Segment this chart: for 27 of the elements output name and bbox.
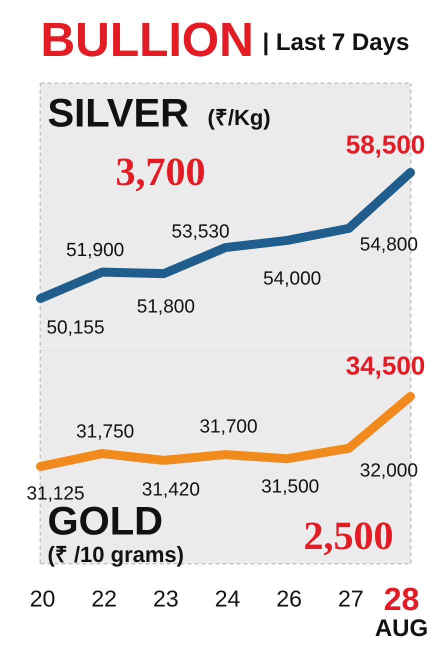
- data-label: 31,420: [142, 479, 200, 500]
- chart-title: BULLION: [40, 14, 254, 67]
- data-label: 31,125: [26, 484, 85, 504]
- x-tick-label: 23: [153, 586, 179, 612]
- data-label: 31,750: [76, 422, 134, 443]
- text: AUG: [374, 615, 428, 642]
- x-tick-label: 22: [91, 586, 117, 612]
- text: SILVER (₹/Kg): [48, 92, 271, 136]
- x-tick-label: 20: [30, 586, 56, 612]
- annotation: 3,700: [116, 149, 206, 194]
- data-label: 58,500: [346, 130, 426, 160]
- x-tick-label: 24: [214, 586, 240, 612]
- data-label: 53,530: [171, 222, 230, 243]
- data-label: 51,900: [66, 240, 124, 262]
- x-tick-label: 28: [384, 581, 420, 617]
- data-label: 31,700: [199, 416, 258, 438]
- data-label: 50,155: [46, 318, 105, 338]
- data-label: 31,500: [261, 476, 320, 498]
- text: 2,500: [304, 513, 394, 558]
- data-label: 54,000: [263, 268, 322, 290]
- data-label: 54,800: [360, 234, 418, 256]
- data-label: 51,800: [136, 296, 195, 318]
- data-label: 34,500: [346, 350, 426, 380]
- chart-subtitle: | Last 7 Days: [262, 29, 410, 56]
- x-tick-label: 27: [338, 586, 364, 612]
- data-label: 32,000: [360, 460, 418, 482]
- x-tick-label: 26: [276, 586, 302, 612]
